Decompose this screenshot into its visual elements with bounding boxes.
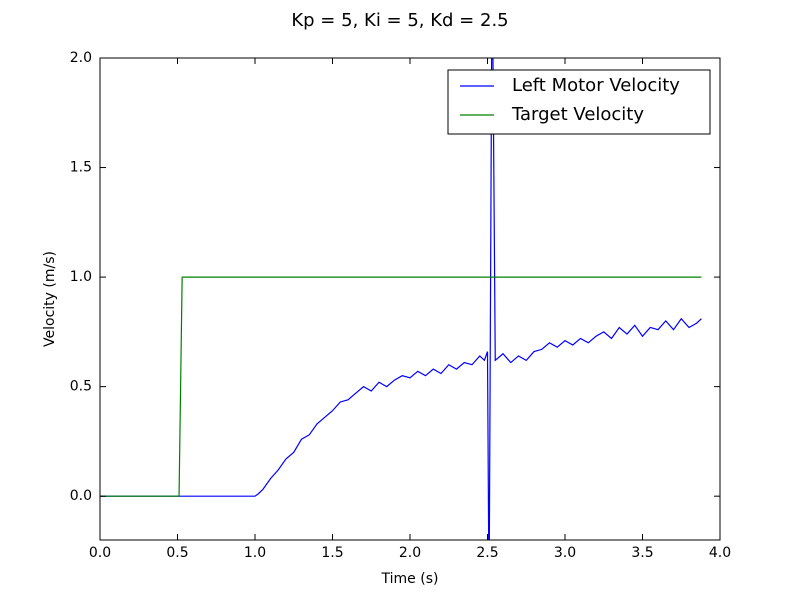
y-tick-label: 0.5 — [70, 379, 92, 395]
x-tick-label: 3.5 — [631, 545, 653, 561]
data-line — [100, 58, 702, 540]
x-tick-label: 2.0 — [399, 545, 421, 561]
x-tick-label: 1.5 — [321, 545, 343, 561]
x-tick-label: 4.0 — [709, 545, 731, 561]
x-tick-label: 3.0 — [554, 545, 576, 561]
x-tick-label: 2.5 — [476, 545, 498, 561]
legend-label: Target Velocity — [511, 104, 644, 125]
legend-box — [447, 69, 711, 135]
y-axis-label: Velocity (m/s) — [42, 251, 58, 347]
y-tick-label: 1.5 — [70, 160, 92, 176]
x-axis-label: Time (s) — [381, 571, 439, 587]
plot-area — [100, 58, 702, 540]
y-tick-label: 1.0 — [70, 269, 92, 285]
chart-title: Kp = 5, Ki = 5, Kd = 2.5 — [291, 10, 508, 31]
y-tick-label: 2.0 — [70, 50, 92, 66]
legend-label: Left Motor Velocity — [512, 75, 680, 96]
x-tick-label: 1.0 — [244, 545, 266, 561]
x-tick-label: 0.5 — [166, 545, 188, 561]
y-tick-label: 0.0 — [70, 488, 92, 504]
data-line — [100, 276, 702, 497]
x-tick-label: 0.0 — [89, 545, 111, 561]
